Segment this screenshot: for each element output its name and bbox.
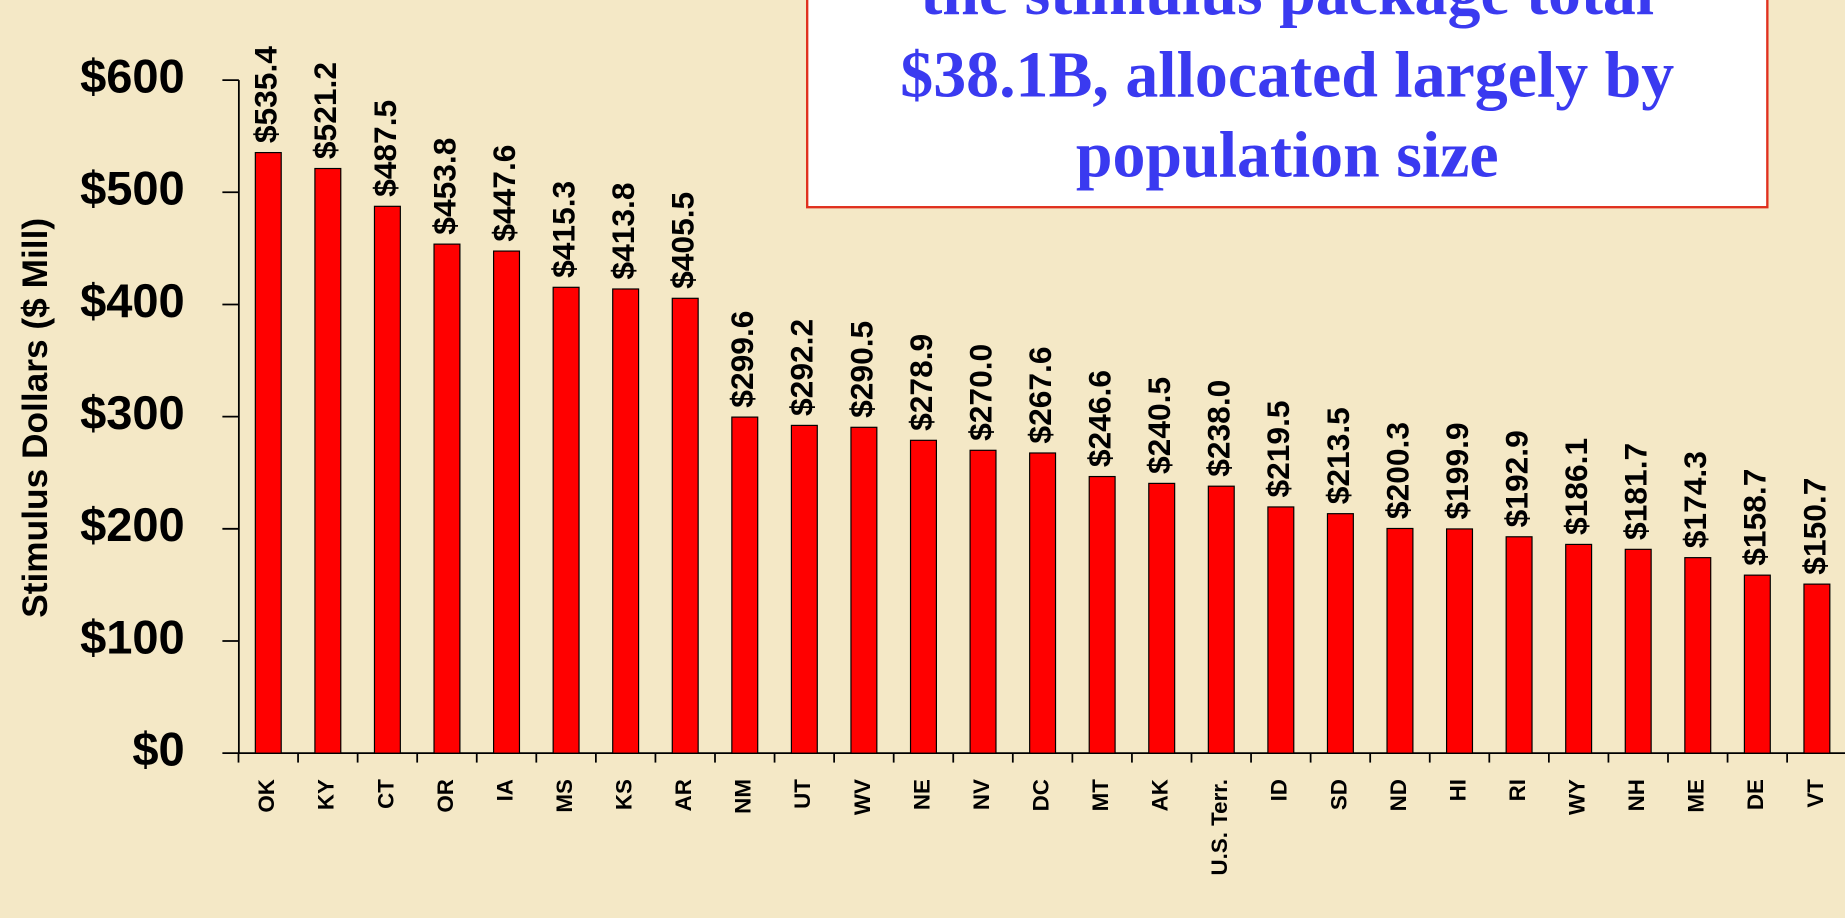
bar (1029, 452, 1057, 754)
value-label: $299.6 (724, 311, 760, 408)
x-tick-label: OR (433, 779, 458, 813)
bar (1148, 482, 1176, 754)
value-label: $487.5 (367, 100, 403, 197)
x-tick-label: MS (552, 779, 577, 813)
bar (1624, 548, 1652, 754)
x-tick-label: WY (1565, 779, 1590, 815)
bar (1386, 527, 1414, 754)
bar (671, 297, 699, 754)
x-tick-label: NH (1624, 779, 1649, 811)
x-tick-label: CT (373, 779, 398, 809)
x-tick-label: DE (1743, 779, 1768, 810)
bar (790, 424, 818, 754)
bar (1088, 475, 1116, 754)
bar (1803, 583, 1831, 754)
x-tick-label: NV (969, 779, 994, 810)
x-tick-label: DC (1028, 779, 1053, 811)
bar (1267, 506, 1295, 754)
value-label: $150.7 (1796, 478, 1832, 575)
y-tick-label: $600 (80, 50, 185, 103)
x-tick-label: UT (790, 779, 815, 809)
value-label: $174.3 (1677, 451, 1713, 548)
x-tick-label: MT (1088, 779, 1113, 812)
bar (1565, 543, 1593, 754)
bar (552, 286, 580, 754)
value-label: $413.8 (605, 182, 641, 279)
value-label: $213.5 (1320, 407, 1356, 504)
x-tick-label: KY (314, 779, 339, 810)
x-tick-label: VT (1803, 779, 1828, 808)
bar (1684, 557, 1712, 754)
x-tick-label: HI (1445, 779, 1470, 801)
value-label: $290.5 (843, 321, 879, 418)
bar (314, 167, 342, 754)
x-tick-label: ND (1386, 779, 1411, 811)
x-tick-label: NM (731, 779, 756, 814)
y-axis-label: Stimulus Dollars ($ Mill) (16, 218, 55, 618)
y-tick-label: $500 (80, 162, 185, 215)
y-tick-label: $300 (80, 386, 185, 439)
bar (909, 439, 937, 754)
value-label: $199.9 (1439, 422, 1475, 519)
bar (492, 250, 521, 754)
x-tick-label: OK (254, 779, 279, 813)
value-label: $270.0 (962, 344, 998, 441)
value-label: $405.5 (665, 192, 701, 289)
bar (1326, 513, 1354, 754)
value-label: $535.4 (248, 46, 284, 143)
x-tick-label: ME (1684, 779, 1709, 813)
bar (1743, 574, 1771, 754)
value-label: $447.6 (486, 145, 522, 242)
x-tick-label: IA (492, 779, 517, 801)
value-label: $267.6 (1022, 346, 1058, 443)
value-label: $246.6 (1082, 370, 1118, 467)
bar (1505, 536, 1533, 754)
bar (1445, 528, 1474, 754)
y-tick-label: $100 (80, 610, 185, 663)
value-label: $238.0 (1201, 380, 1237, 477)
value-label: $278.9 (903, 334, 939, 431)
bar (612, 288, 640, 754)
x-tick-label: NE (909, 779, 934, 810)
value-label: $181.7 (1618, 443, 1654, 540)
x-tick-label: AR (671, 779, 696, 811)
value-label: $415.3 (545, 181, 581, 278)
value-label: $521.2 (307, 62, 343, 159)
bar (254, 151, 282, 754)
value-label: $192.9 (1498, 430, 1534, 527)
x-tick-label: AK (1148, 779, 1173, 811)
bar (1207, 485, 1235, 754)
value-label: $200.3 (1379, 422, 1415, 519)
y-tick-label: $400 (80, 274, 185, 327)
value-label: $453.8 (426, 138, 462, 235)
x-tick-label: U.S. Terr. (1207, 779, 1232, 875)
value-label: $219.5 (1260, 400, 1296, 497)
value-label: $240.5 (1141, 377, 1177, 474)
y-tick-label: $0 (132, 723, 184, 776)
annotation-line: $38.1B, allocated largely by (900, 39, 1674, 112)
x-tick-label: ID (1267, 779, 1292, 801)
bar (731, 416, 759, 754)
y-tick-label: $200 (80, 498, 185, 551)
annotation-line: population size (1076, 119, 1499, 192)
bar (850, 426, 878, 754)
x-tick-label: WV (850, 779, 875, 815)
x-tick-label: KS (612, 779, 637, 810)
annotation-box (806, 0, 1769, 209)
bar (433, 243, 461, 754)
value-label: $186.1 (1558, 438, 1594, 535)
x-tick-label: SD (1326, 779, 1351, 810)
bar (373, 205, 401, 754)
x-tick-label: RI (1505, 779, 1530, 801)
value-label: $158.7 (1737, 469, 1773, 566)
annotation-line: the stimulus package total (920, 0, 1654, 29)
bar (969, 449, 997, 754)
value-label: $292.2 (784, 319, 820, 416)
